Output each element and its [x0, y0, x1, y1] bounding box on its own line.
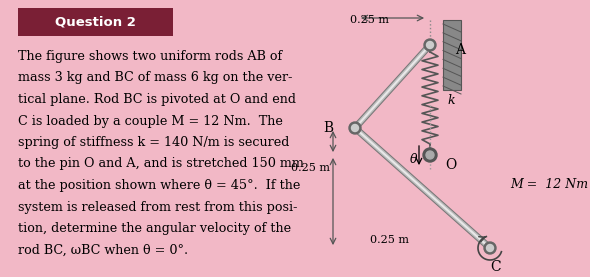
Text: M =  12 Nm: M = 12 Nm: [510, 178, 588, 191]
Text: rod BC, ωBC when θ = 0°.: rod BC, ωBC when θ = 0°.: [18, 243, 188, 257]
Text: C: C: [490, 260, 501, 274]
Circle shape: [349, 122, 361, 134]
Text: tion, determine the angular velocity of the: tion, determine the angular velocity of …: [18, 222, 291, 235]
Text: 0.25 m: 0.25 m: [350, 15, 389, 25]
Text: 0.25 m: 0.25 m: [371, 235, 409, 245]
Text: The figure shows two uniform rods AB of: The figure shows two uniform rods AB of: [18, 50, 282, 63]
Circle shape: [484, 242, 496, 254]
Text: at the position shown where θ = 45°.  If the: at the position shown where θ = 45°. If …: [18, 179, 300, 192]
Text: θ: θ: [410, 153, 418, 166]
Text: system is released from rest from this posi-: system is released from rest from this p…: [18, 201, 297, 214]
Circle shape: [423, 148, 437, 162]
Circle shape: [427, 42, 434, 48]
Text: mass 3 kg and BC of mass 6 kg on the ver-: mass 3 kg and BC of mass 6 kg on the ver…: [18, 71, 293, 84]
Text: 0.25 m: 0.25 m: [291, 163, 330, 173]
Bar: [443, 20, 461, 90]
Text: tical plane. Rod BC is pivoted at O and end: tical plane. Rod BC is pivoted at O and …: [18, 93, 296, 106]
Circle shape: [352, 124, 359, 132]
Bar: [18, 8, 173, 36]
Text: k: k: [447, 94, 455, 106]
Text: A: A: [455, 43, 465, 57]
Text: B: B: [323, 121, 333, 135]
Circle shape: [424, 39, 436, 51]
Text: C is loaded by a couple M = 12 Nm.  The: C is loaded by a couple M = 12 Nm. The: [18, 114, 283, 127]
Text: O: O: [445, 158, 456, 172]
Text: Question 2: Question 2: [55, 16, 136, 29]
Text: to the pin O and A, and is stretched 150 mm: to the pin O and A, and is stretched 150…: [18, 158, 304, 171]
Circle shape: [426, 151, 434, 159]
Circle shape: [487, 245, 493, 252]
Text: spring of stiffness k = 140 N/m is secured: spring of stiffness k = 140 N/m is secur…: [18, 136, 289, 149]
